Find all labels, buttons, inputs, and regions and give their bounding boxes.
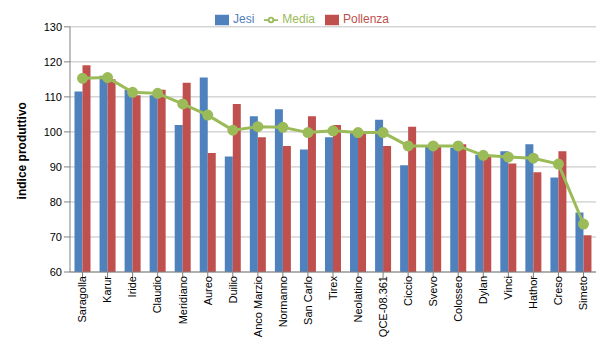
svg-text:Iride: Iride	[126, 276, 138, 297]
svg-text:Claudio: Claudio	[151, 276, 163, 313]
html-text:Pollenza: Pollenza	[343, 12, 389, 26]
svg-text:Karur: Karur	[101, 276, 113, 303]
svg-text:Aureo: Aureo	[202, 276, 214, 305]
html-text:Media: Media	[282, 12, 315, 26]
svg-text:Colosseo: Colosseo	[452, 276, 464, 322]
svg-text:Meridiano: Meridiano	[177, 276, 189, 324]
svg-text:indice produttivo: indice produttivo	[15, 102, 29, 199]
svg-text:120: 120	[44, 56, 62, 68]
svg-text:Simeto: Simeto	[577, 276, 589, 310]
svg-text:San Carlo: San Carlo	[302, 276, 314, 325]
svg-text:Duilio: Duilio	[227, 276, 239, 304]
svg-text:Neolatino: Neolatino	[352, 276, 364, 322]
svg-text:Dylan: Dylan	[477, 276, 489, 304]
svg-text:70: 70	[50, 231, 62, 243]
svg-text:Vinci: Vinci	[502, 276, 514, 300]
svg-text:QCE-08.361: QCE-08.361	[377, 276, 389, 337]
svg-text:Svevo: Svevo	[427, 276, 439, 307]
svg-text:90: 90	[50, 161, 62, 173]
svg-text:Ciccio: Ciccio	[402, 276, 414, 306]
svg-text:100: 100	[44, 126, 62, 138]
html-text:Jesi: Jesi	[233, 12, 255, 26]
svg-text:60: 60	[50, 266, 62, 278]
svg-text:130: 130	[44, 21, 62, 33]
svg-text:110: 110	[44, 91, 62, 103]
svg-text:Saragolla: Saragolla	[76, 275, 88, 322]
svg-text:Hathor: Hathor	[527, 276, 539, 309]
svg-text:Tirex: Tirex	[327, 276, 339, 301]
svg-text:80: 80	[50, 196, 62, 208]
svg-text:Anco Marzio: Anco Marzio	[252, 276, 264, 337]
svg-text:Creso: Creso	[552, 276, 564, 305]
svg-text:Normanno: Normanno	[277, 276, 289, 327]
